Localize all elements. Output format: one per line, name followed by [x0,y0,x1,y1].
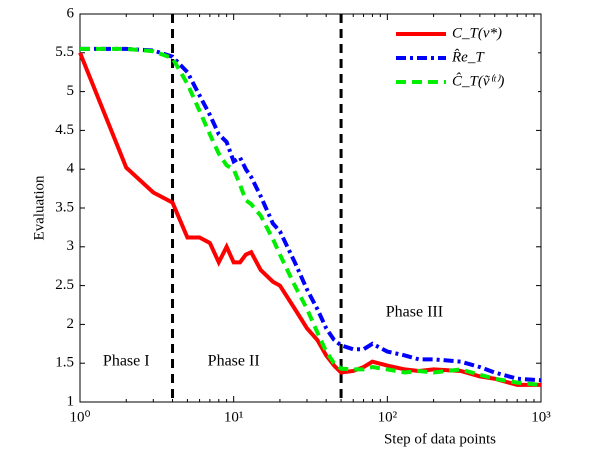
y-tick-label: 4 [67,161,75,177]
phase-label: Phase I [103,352,150,369]
x-tick-label: 10³ [531,409,551,425]
y-tick-label: 4.5 [55,122,74,138]
x-tick-label: 10² [378,409,398,425]
phase-label: Phase II [208,352,260,369]
x-axis-label: Step of data points [384,431,496,447]
legend-label: C_T(v*) [452,25,502,41]
y-tick-label: 5.5 [55,44,74,60]
phase-label: Phase III [386,303,443,320]
y-tick-label: 1 [67,393,75,409]
legend-label: R̂e_T [451,49,485,65]
series-line [78,52,541,387]
y-tick-label: 3 [67,238,75,254]
y-tick-label: 1.5 [55,355,74,371]
legend-label: Ĉ_T(ṽ⁽ᵗ⁾) [452,72,504,89]
y-axis-label: Evaluation [31,175,47,240]
y-tick-label: 2 [67,316,75,332]
series-line [80,46,542,387]
x-tick-label: 10¹ [224,409,244,425]
y-tick-label: 2.5 [55,277,74,293]
y-tick-label: 3.5 [55,199,74,215]
x-tick-label: 10⁰ [69,409,90,425]
y-tick-label: 6 [67,5,75,21]
series-line [80,46,542,383]
y-tick-label: 5 [67,83,75,99]
